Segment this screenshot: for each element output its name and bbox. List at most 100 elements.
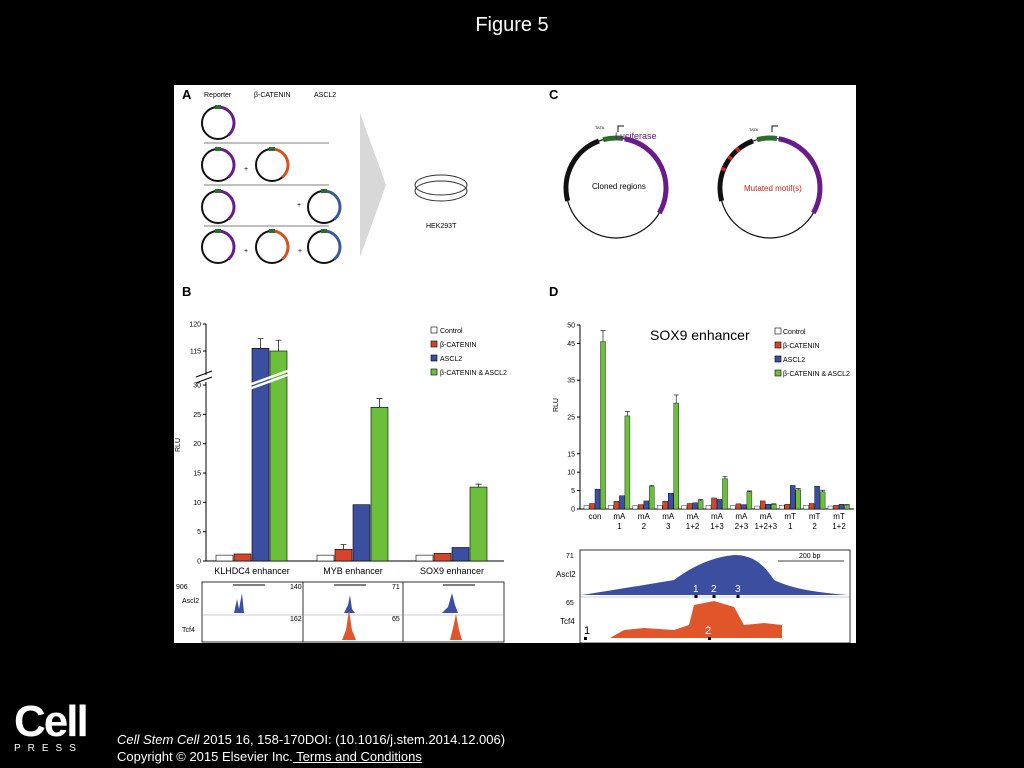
d-errbar-8 [795,488,801,490]
d-ascl2-motif-mark-1 [694,595,698,598]
b-legend-label-1: β-CATENIN [440,342,477,349]
d-track-row-ascl2: Ascl2 [556,570,576,579]
catenin-plasmid-2-promoter [269,229,275,233]
construct-wt-tss-arrow [617,125,624,132]
dish-top [414,174,468,196]
ascl2-plasmid-2-promoter [321,229,327,233]
d-cat-bottom-9: 2 [812,522,817,531]
d-ytick-label-50: 50 [567,323,575,330]
d-bar-1-0 [608,505,614,510]
d-bar-7-1 [760,500,766,510]
d-scale-bar-label: 200 bp [799,553,821,560]
b-bar-1-2 [352,504,371,562]
b-ytick-label-15: 15 [193,471,201,478]
d-cat-top-1: mA [613,512,626,521]
d-cat-bottom-4: 1+2 [686,522,700,531]
journal-name: Cell Stem Cell [117,732,200,747]
cell-press-logo: Cell PRESS [14,697,89,755]
catenin-plasmid-1-insert [274,147,290,179]
b-bar-2-2 [451,547,470,562]
b-bar-1-3 [370,406,389,562]
construct-mut-mutation-3 [734,146,741,153]
d-tcf-motif-label-1: 1 [584,625,590,637]
reporter-plasmid-3-promoter [215,189,221,193]
construct-mut-tss-arrow [771,125,778,132]
d-bar-10-2 [838,504,845,510]
b-legend-swatch-0 [430,326,438,334]
d-legend-swatch-1 [774,341,782,349]
d-bar-7-2 [765,504,771,510]
b-bar-1-0 [316,554,335,562]
d-bar-2-1 [638,504,644,510]
reporter-plasmid-4-insert [220,229,236,261]
d-ylabel: RLU [553,398,560,412]
b-bar-0-3 [269,350,288,562]
b-tcf4-peak-2 [450,614,462,640]
b-bar-1-1 [334,548,353,562]
b-ascl2-peak-3 [442,593,470,613]
d-errbar-5 [722,475,728,479]
d-bar-2-3 [649,486,655,510]
b-ascl2-peak-2 [344,595,365,613]
d-cat-bottom-10: 1+2 [832,522,846,531]
terms-link[interactable]: Terms and Conditions [292,749,422,764]
b-track-row-ascl2: Ascl2 [182,598,199,605]
d-ytick-label-15: 15 [567,451,575,458]
d-bar-5-2 [716,499,723,510]
d-cat-top-9: mT [809,512,821,521]
d-cat-top-7: mA [760,512,773,521]
d-errbar-4 [698,499,704,501]
b-category-0: KLHDC4 enhancer [214,566,290,576]
logo-word: Cell [14,697,89,746]
d-legend-swatch-3 [774,369,782,377]
d-bar-3-3 [673,402,679,510]
d-ytick-label-35: 35 [567,378,575,385]
d-bar-5-0 [705,505,712,510]
d-bar-0-2 [594,488,601,510]
construct-mut-cloned-region [717,138,754,202]
panel-letter-c: C [549,87,559,102]
d-ascl2-motif-label-3: 3 [735,584,741,595]
b-track-scale-1: 140 [290,584,302,591]
d-cat-top-10: mT [833,512,845,521]
b-bar-0-1 [233,553,252,562]
construct-wt-luciferase [624,136,669,215]
plus-sign-1: + [244,166,248,173]
b-ylabel: RLU [175,438,182,452]
d-cat-bottom-7: 1+2+3 [754,522,777,531]
d-legend-swatch-0 [774,327,782,335]
d-legend-label-3: β-CATENIN & ASCL2 [783,371,850,378]
copyright-text: Copyright © 2015 Elsevier Inc. [117,749,293,764]
d-errbar-2 [649,485,655,487]
b-tracks-frame [201,581,505,643]
d-cat-top-4: mA [687,512,700,521]
d-cat-top-6: mA [735,512,748,521]
reporter-plasmid-2-insert [220,147,236,179]
citation-details: 2015 16, 158-170DOI: (10.1016/j.stem.201… [199,732,506,747]
d-bar-4-3 [697,500,704,510]
panel-letter-b: B [182,284,191,299]
d-cat-top-8: mT [784,512,796,521]
d-bar-10-0 [827,505,834,510]
d-ytick-label-10: 10 [567,470,575,477]
d-track-row-tcf4: Tcf4 [560,617,575,626]
copyright-line: Copyright © 2015 Elsevier Inc. Terms and… [117,748,505,765]
b-legend-label-2: ASCL2 [440,356,462,363]
b-track-row-tcf4: Tcf4 [182,627,195,634]
b-errbar-2-3 [475,483,482,488]
b-ytick-label-5: 5 [197,529,201,536]
b-track-scale-4: 65 [392,616,400,623]
panel-c-constructs [563,125,823,239]
b-ytick-label-120: 120 [189,322,201,329]
d-bar-8-0 [779,505,785,510]
d-tcf-motif-label-2: 2 [705,625,711,637]
d-bar-7-0 [754,505,760,510]
b-ytick-label-0: 0 [197,559,201,566]
ascl2-plasmid-1-promoter [321,189,327,193]
b-ytick-label-30: 30 [193,383,201,390]
d-errbar-6 [746,490,752,492]
d-cat-bottom-6: 2+3 [735,522,749,531]
reporter-plasmid-4-promoter [215,229,221,233]
figure-panel: A C B D Reporter β-CATENIN ASCL2 + + + + HE… [174,85,856,643]
d-errbar-0 [600,330,606,342]
